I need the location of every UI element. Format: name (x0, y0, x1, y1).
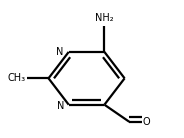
Text: NH₂: NH₂ (95, 13, 114, 23)
Text: O: O (142, 117, 150, 127)
Text: N: N (57, 101, 64, 111)
Text: CH₃: CH₃ (7, 73, 25, 83)
Text: N: N (56, 47, 63, 57)
